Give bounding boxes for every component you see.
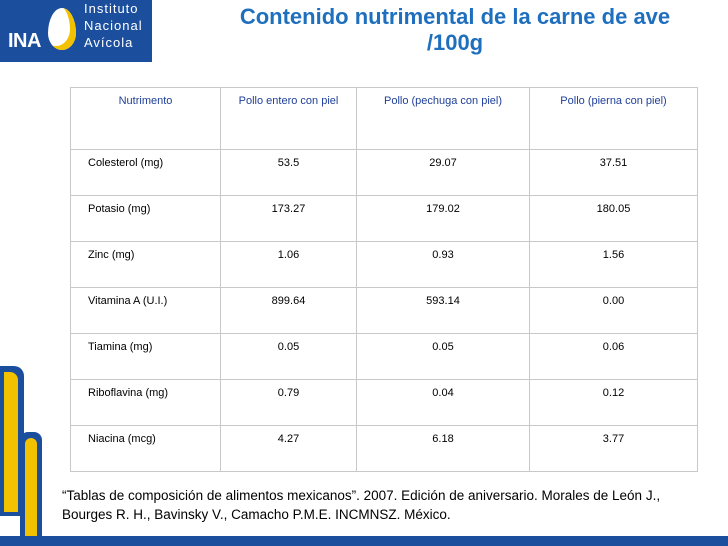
citation: “Tablas de composición de alimentos mexi… [62,486,712,524]
title-line-2: /100g [426,30,484,55]
cell-value: 0.05 [220,333,357,380]
cell-value: 53.5 [220,149,357,196]
table-row: Niacina (mcg) 4.27 6.18 3.77 [70,425,698,472]
decorative-bar-inner [4,372,18,512]
table-row: Potasio (mg) 173.27 179.02 180.05 [70,195,698,242]
cell-value: 4.27 [220,425,357,472]
bottom-band [0,536,728,546]
table-row: Tiamina (mg) 0.05 0.05 0.06 [70,333,698,380]
title-line-1: Contenido nutrimental de la carne de ave [239,4,671,29]
cell-value: 1.56 [529,241,698,288]
nutrient-name: Zinc (mg) [70,241,221,288]
header-cell: Pollo (pierna con piel) [529,87,698,150]
cell-value: 37.51 [529,149,698,196]
header-cell: Nutrimento [70,87,221,150]
cell-value: 180.05 [529,195,698,242]
cell-value: 3.77 [529,425,698,472]
nutrient-name: Tiamina (mg) [70,333,221,380]
logo-line: Instituto [84,1,139,16]
nutrient-name: Colesterol (mg) [70,149,221,196]
decorative-bar-inner [25,438,37,546]
cell-value: 173.27 [220,195,357,242]
nutrient-name: Vitamina A (U.I.) [70,287,221,334]
cell-value: 0.12 [529,379,698,426]
cell-value: 0.06 [529,333,698,380]
cell-value: 0.05 [356,333,530,380]
nutrient-name: Potasio (mg) [70,195,221,242]
cell-value: 0.04 [356,379,530,426]
logo-line: Nacional [84,18,143,33]
cell-value: 6.18 [356,425,530,472]
logo: INA Instituto Nacional Avícola [0,0,152,62]
logo-line: Avícola [84,35,134,50]
cell-value: 0.79 [220,379,357,426]
nutrient-name: Niacina (mcg) [70,425,221,472]
header-cell: Pollo entero con piel [220,87,357,150]
table-row: Vitamina A (U.I.) 899.64 593.14 0.00 [70,287,698,334]
table-row: Riboflavina (mg) 0.79 0.04 0.12 [70,379,698,426]
cell-value: 29.07 [356,149,530,196]
egg-icon [48,8,76,50]
page-title: Contenido nutrimental de la carne de ave… [170,4,728,56]
table-row: Zinc (mg) 1.06 0.93 1.56 [70,241,698,288]
citation-line-2: Bourges R. H., Bavinsky V., Camacho P.M.… [62,507,451,522]
cell-value: 0.00 [529,287,698,334]
cell-value: 1.06 [220,241,357,288]
cell-value: 899.64 [220,287,357,334]
logo-text: Instituto Nacional Avícola [84,0,152,51]
nutrition-table: Nutrimento Pollo entero con piel Pollo (… [70,87,698,472]
nutrient-name: Riboflavina (mg) [70,379,221,426]
citation-line-1: “Tablas de composición de alimentos mexi… [62,488,661,503]
header-cell: Pollo (pechuga con piel) [356,87,530,150]
table-header-row: Nutrimento Pollo entero con piel Pollo (… [70,87,698,150]
cell-value: 179.02 [356,195,530,242]
cell-value: 593.14 [356,287,530,334]
table-row: Colesterol (mg) 53.5 29.07 37.51 [70,149,698,196]
logo-mark: INA [8,30,41,52]
cell-value: 0.93 [356,241,530,288]
